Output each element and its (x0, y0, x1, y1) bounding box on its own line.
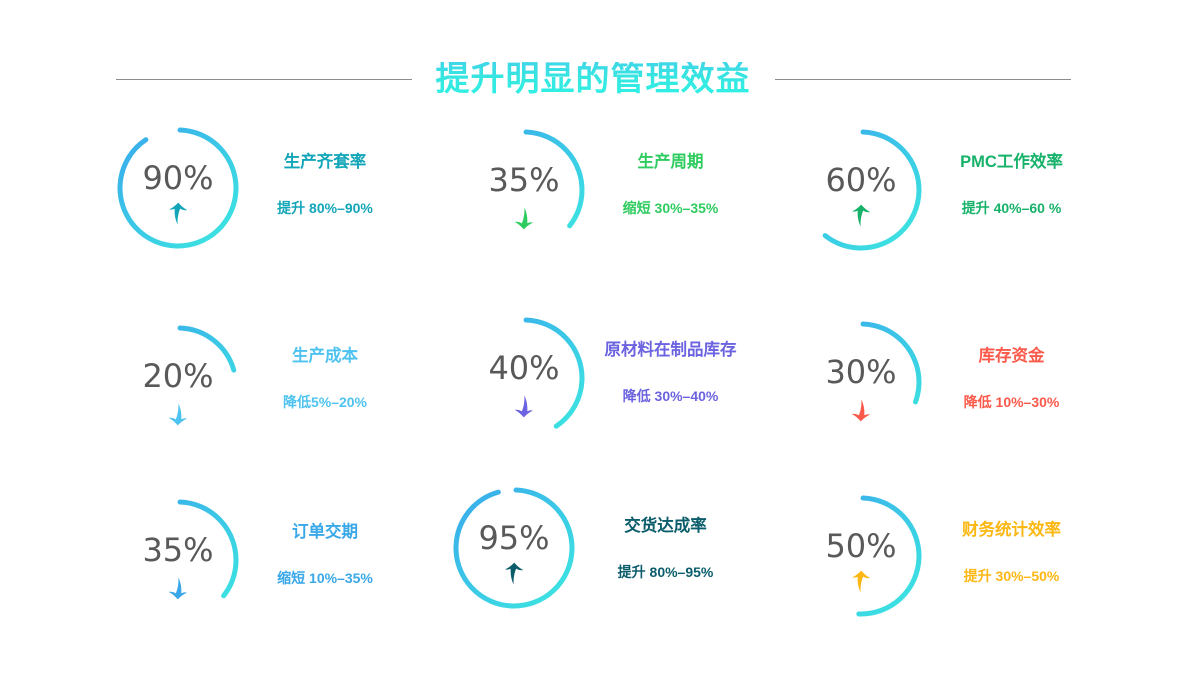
metric-label: 库存资金 (978, 347, 1045, 365)
metric-label: 交货达成率 (624, 517, 707, 535)
metric-label: PMC工作效率 (960, 153, 1063, 171)
metric-card: 95% 交货达成率提升 80%–95% (410, 472, 755, 648)
metric-card: 40% 原材料在制品库存 降低 30%–40% (410, 296, 755, 472)
progress-ring-arc (800, 129, 922, 251)
progress-ring-arc (800, 495, 922, 617)
arrow-down-icon (458, 204, 590, 230)
arrow-down-icon (112, 400, 244, 426)
progress-ring: 35% (458, 124, 590, 256)
metric-text: 订单交期缩短 10%–35% (244, 472, 410, 585)
percent-value: 95% (478, 519, 550, 557)
metric-card: 90% 生产齐套率提升 80%–90% (70, 120, 410, 296)
metric-label: 生产成本 (292, 347, 358, 365)
metric-label: 生产齐套率 (283, 153, 367, 171)
progress-ring: 95% (448, 482, 580, 614)
title-rule-right (774, 78, 1071, 80)
progress-ring: 40% (458, 312, 590, 444)
arrow-down-icon (795, 396, 927, 422)
metric-card: 60% PMC工作效率 提升 40%–60 % (755, 120, 1100, 296)
metric-sublabel: 提升 80%–90% (277, 199, 373, 216)
progress-ring: 30% (795, 316, 927, 448)
metric-text: 库存资金降低 10%–30% (927, 296, 1100, 409)
metric-text: 生产齐套率提升 80%–90% (244, 120, 410, 215)
metric-sublabel: 提升 40%–60 % (961, 199, 1062, 216)
percent-value: 90% (142, 159, 214, 197)
metric-card: 20% 生产成本降低5%–20% (70, 296, 410, 472)
progress-ring-arc (463, 129, 585, 251)
metric-card: 30% 库存资金降低 10%–30% (755, 296, 1100, 472)
progress-ring: 35% (112, 494, 244, 626)
metrics-grid: 90% 生产齐套率提升 80%–90% 35% 生产周期缩短 30%–35% 60% PM… (70, 120, 1116, 660)
arrow-up-icon (795, 204, 927, 230)
progress-ring-arc (800, 321, 922, 443)
metric-sublabel: 降低 30%–40% (622, 387, 719, 404)
progress-ring: 90% (112, 122, 244, 254)
metric-card: 35% 生产周期缩短 30%–35% (410, 120, 755, 296)
progress-ring: 50% (795, 490, 927, 622)
metric-text: 生产成本降低5%–20% (244, 296, 410, 409)
arrow-down-icon (458, 392, 590, 418)
progress-ring-arc (453, 487, 575, 609)
metric-text: 原材料在制品库存 降低 30%–40% (590, 296, 755, 403)
metric-card: 50% 财务统计效率 提升 30%–50% (755, 472, 1100, 648)
metric-label: 财务统计效率 (962, 521, 1061, 539)
progress-ring-arc (117, 325, 239, 447)
progress-ring-arc (463, 317, 585, 439)
arrow-down-icon (112, 574, 244, 600)
progress-ring: 20% (112, 320, 244, 452)
title-rule-left (115, 78, 412, 80)
metric-text: PMC工作效率 提升 40%–60 % (927, 120, 1100, 215)
percent-value: 20% (142, 357, 214, 395)
arrow-up-icon (448, 562, 580, 588)
metric-label: 生产周期 (637, 153, 704, 171)
metric-text: 生产周期缩短 30%–35% (590, 120, 755, 215)
percent-value: 35% (142, 531, 214, 569)
percent-value: 50% (825, 527, 897, 565)
page-header: 提升明显的管理效益 (0, 52, 1186, 106)
page-title: 提升明显的管理效益 (435, 60, 751, 98)
metric-sublabel: 提升 30%–50% (963, 567, 1060, 584)
metric-sublabel: 降低 10%–30% (963, 393, 1060, 410)
metric-label: 原材料在制品库存 (604, 341, 737, 359)
metric-sublabel: 缩短 10%–35% (277, 569, 373, 586)
metric-text: 财务统计效率 提升 30%–50% (927, 472, 1100, 583)
arrow-up-icon (112, 202, 244, 228)
percent-value: 35% (488, 161, 560, 199)
percent-value: 60% (825, 161, 897, 199)
progress-ring: 60% (795, 124, 927, 256)
percent-value: 30% (825, 353, 897, 391)
metric-sublabel: 降低5%–20% (282, 393, 368, 410)
progress-ring-arc (117, 499, 239, 621)
arrow-up-icon (795, 570, 927, 596)
metric-text: 交货达成率提升 80%–95% (580, 472, 755, 579)
metric-label: 订单交期 (292, 523, 358, 541)
metric-sublabel: 缩短 30%–35% (622, 199, 719, 216)
progress-ring-arc (117, 127, 239, 249)
metric-sublabel: 提升 80%–95% (617, 563, 714, 580)
metric-card: 35% 订单交期缩短 10%–35% (70, 472, 410, 648)
percent-value: 40% (488, 349, 560, 387)
